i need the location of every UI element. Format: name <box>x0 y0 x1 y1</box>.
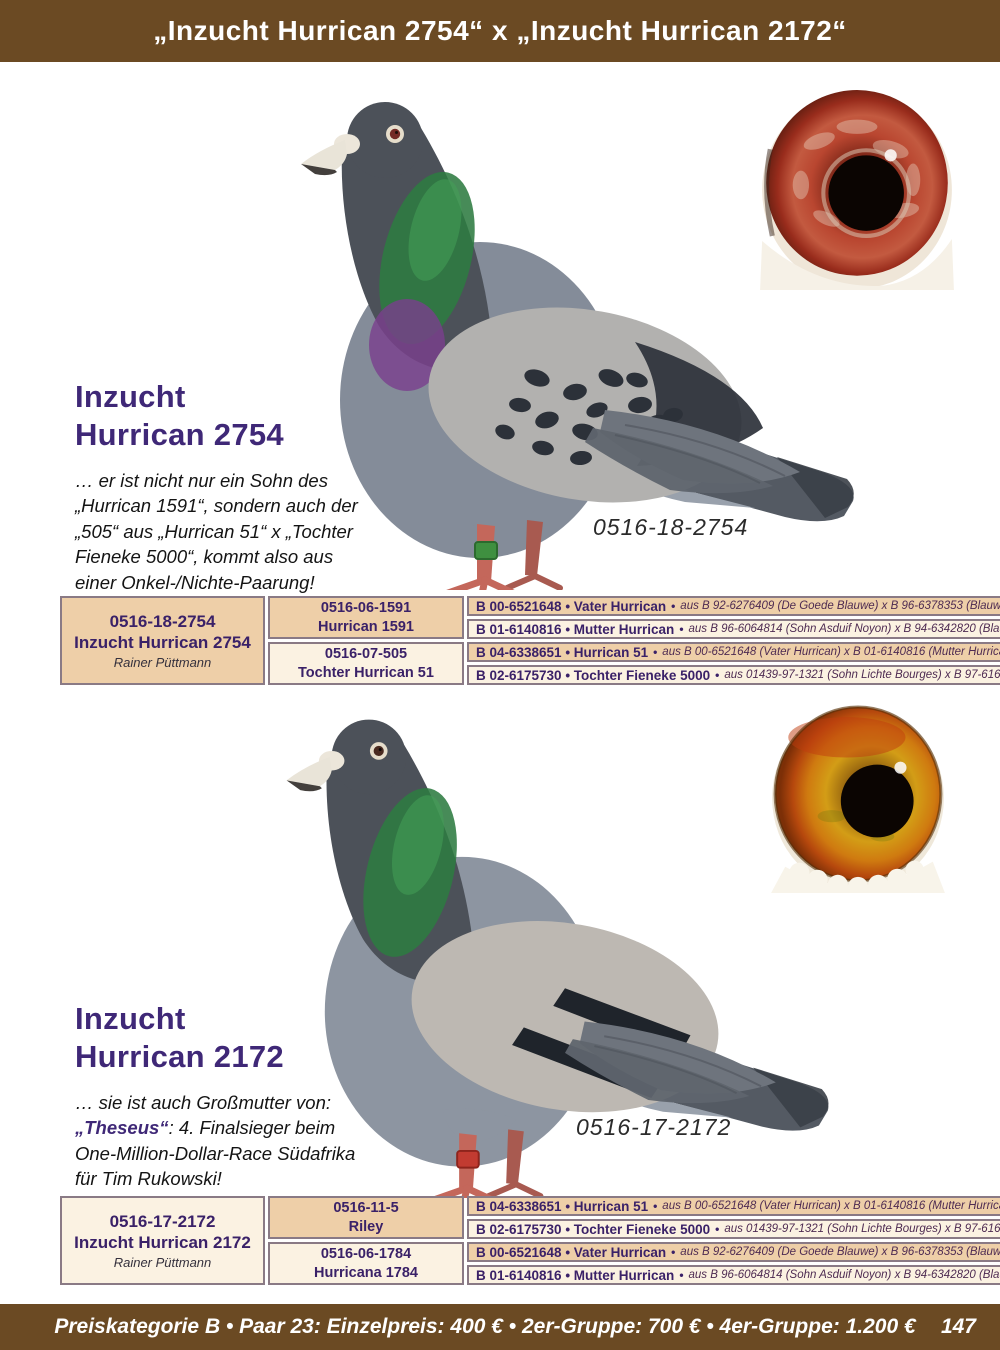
grandparent-id: B 01-6140816 • Mutter Hurrican <box>476 1267 675 1283</box>
sire-name: Hurrican 1591 <box>318 618 414 635</box>
bullet-separator: • <box>671 599 676 613</box>
eye-photo-2754 <box>760 90 954 290</box>
dam-ring: 0516-07-505 <box>324 645 408 662</box>
pedigree-grandparent-row: B 04-6338651 • Hurrican 51 • aus B 00-6521… <box>467 642 1000 662</box>
bullet-separator: • <box>671 1245 676 1259</box>
pedigree-dam-cell: 0516-06-1784 Hurricana 1784 <box>268 1242 464 1285</box>
grandparent-id: B 04-6338651 • Hurrican 51 <box>476 644 649 660</box>
description-highlight: „Theseus“ <box>75 1117 169 1139</box>
pedigree-grandparent-row: B 02-6175730 • Tochter Fieneke 5000 • aus … <box>467 1219 1000 1239</box>
bird-info-2754: Inzucht Hurrican 2754 … er ist nicht nur … <box>75 378 375 595</box>
pedigree-sire-cell: 0516-11-5 Riley <box>268 1196 464 1239</box>
pedigree-grandparent-row: B 02-6175730 • Tochter Fieneke 5000 • aus … <box>467 665 1000 685</box>
pedigree-table-2754: 0516-18-2754 Inzucht Hurrican 2754 Raine… <box>60 596 1000 685</box>
sire-ring: 0516-11-5 <box>333 1199 399 1216</box>
bullet-separator: • <box>653 1199 658 1213</box>
pedigree-dam-cell: 0516-07-505 Tochter Hurrican 51 <box>268 642 464 685</box>
bullet-separator: • <box>679 1268 684 1282</box>
grandparent-origin: aus 01439-97-1321 (Sohn Lichte Bourges) … <box>724 669 1000 681</box>
grandparent-id: B 02-6175730 • Tochter Fieneke 5000 <box>476 667 711 683</box>
bullet-separator: • <box>653 645 658 659</box>
bird-info-2172: Inzucht Hurrican 2172 … sie ist auch Groß… <box>75 1000 375 1192</box>
grandparent-origin: aus 01439-97-1321 (Sohn Lichte Bourges) … <box>724 1223 1000 1235</box>
grandparent-origin: aus B 92-6276409 (De Goede Blauwe) x B 9… <box>680 600 1000 612</box>
page-footer-banner: Preiskategorie B • Paar 23: Einzelpreis:… <box>0 1304 1000 1350</box>
pedigree-grandparent-row: B 00-6521648 • Vater Hurrican • aus B 92-6… <box>467 596 1000 616</box>
page-header-banner: „Inzucht Hurrican 2754“ x „Inzucht Hurri… <box>0 0 1000 62</box>
subject-name: Inzucht Hurrican 2754 <box>74 633 251 652</box>
grandparent-origin: aus B 92-6276409 (De Goede Blauwe) x B 9… <box>680 1246 1000 1258</box>
grandparent-origin: aus B 96-6064814 (Sohn Asduif Noyon) x B… <box>688 1269 1000 1281</box>
subject-ring: 0516-17-2172 <box>109 1211 216 1231</box>
heading-line1: Inzucht <box>75 1001 186 1036</box>
bullet-separator: • <box>715 1222 720 1236</box>
pedigree-subject-cell: 0516-18-2754 Inzucht Hurrican 2754 Raine… <box>60 596 265 685</box>
price-line: Preiskategorie B • Paar 23: Einzelpreis:… <box>54 1315 916 1338</box>
grandparent-id: B 02-6175730 • Tochter Fieneke 5000 <box>476 1221 711 1237</box>
dam-name: Tochter Hurrican 51 <box>298 664 434 681</box>
grandparent-id: B 00-6521648 • Vater Hurrican <box>476 598 667 614</box>
bullet-separator: • <box>715 668 720 682</box>
subject-ring: 0516-18-2754 <box>109 611 216 631</box>
ring-number-label: 0516-17-2172 <box>576 1114 732 1140</box>
pedigree-grandparent-row: B 01-6140816 • Mutter Hurrican • aus B 96-… <box>467 619 1000 639</box>
bird-heading: Inzucht Hurrican 2172 <box>75 1000 375 1076</box>
sire-ring: 0516-06-1591 <box>320 599 412 616</box>
grandparent-id: B 01-6140816 • Mutter Hurrican <box>476 621 675 637</box>
pigeon-photo-2754 <box>301 102 854 590</box>
sire-name: Riley <box>348 1218 384 1235</box>
eye-photo-2172 <box>771 705 945 893</box>
heading-line2: Hurrican 2172 <box>75 1038 284 1074</box>
heading-line1: Inzucht <box>75 379 186 414</box>
grandparent-id: B 00-6521648 • Vater Hurrican <box>476 1244 667 1260</box>
grandparent-origin: aus B 96-6064814 (Sohn Asduif Noyon) x B… <box>688 623 1000 635</box>
bird-heading: Inzucht Hurrican 2754 <box>75 378 375 454</box>
pedigree-grandparent-row: B 00-6521648 • Vater Hurrican • aus B 92-6… <box>467 1242 1000 1262</box>
bird-description: … sie ist auch Großmutter von: „Theseus“… <box>75 1090 375 1192</box>
dam-name: Hurricana 1784 <box>314 1264 418 1281</box>
pedigree-grandparent-row: B 04-6338651 • Hurrican 51 • aus B 00-6521… <box>467 1196 1000 1216</box>
subject-name: Inzucht Hurrican 2172 <box>74 1233 251 1252</box>
pigeon-photo-2172 <box>286 719 829 1198</box>
heading-line2: Hurrican 2754 <box>75 416 284 452</box>
grandparent-origin: aus B 00-6521648 (Vater Hurrican) x B 01… <box>662 1200 1000 1212</box>
grandparent-origin: aus B 00-6521648 (Vater Hurrican) x B 01… <box>662 646 1000 658</box>
page-title: „Inzucht Hurrican 2754“ x „Inzucht Hurri… <box>153 15 847 46</box>
pedigree-subject-cell: 0516-17-2172 Inzucht Hurrican 2172 Raine… <box>60 1196 265 1285</box>
bullet-separator: • <box>679 622 684 636</box>
dam-ring: 0516-06-1784 <box>320 1245 412 1262</box>
pedigree-table-2172: 0516-17-2172 Inzucht Hurrican 2172 Raine… <box>60 1196 1000 1285</box>
description-post: : 4. Finalsieger beim One-Million-Dollar… <box>75 1117 356 1190</box>
grandparent-id: B 04-6338651 • Hurrican 51 <box>476 1198 649 1214</box>
subject-breeder: Rainer Püttmann <box>113 1255 212 1271</box>
pedigree-sire-cell: 0516-06-1591 Hurrican 1591 <box>268 596 464 639</box>
description-pre: … er ist nicht nur ein Sohn des „Hurrica… <box>75 469 358 593</box>
bird-description: … er ist nicht nur ein Sohn des „Hurrica… <box>75 468 375 596</box>
pedigree-grandparent-row: B 01-6140816 • Mutter Hurrican • aus B 96-… <box>467 1265 1000 1285</box>
description-pre: … sie ist auch Großmutter von: <box>75 1091 332 1113</box>
subject-breeder: Rainer Püttmann <box>113 655 212 671</box>
ring-number-label: 0516-18-2754 <box>593 514 749 540</box>
page-number: 147 <box>940 1315 976 1338</box>
